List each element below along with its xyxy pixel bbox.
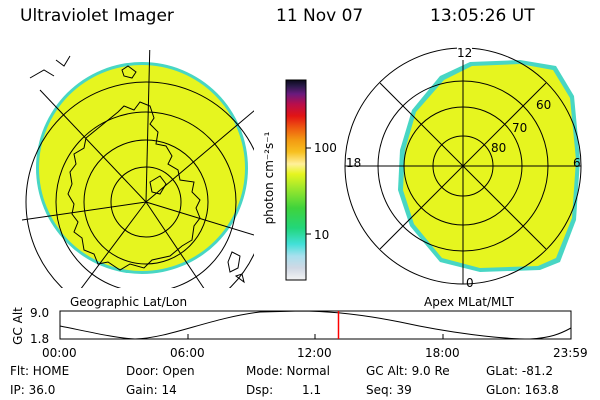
coast-fragment <box>29 55 71 79</box>
timeline-xticks <box>187 334 444 339</box>
door-status: Door: Open <box>126 364 195 378</box>
geographic-panel-label: Geographic Lat/Lon <box>70 295 188 309</box>
mlt-label-left: 18 <box>346 156 362 170</box>
time-label: 13:05:26 UT <box>430 6 535 26</box>
colorbar-unit-label: photon cm⁻²s⁻¹ <box>262 131 276 225</box>
timeline-xtick-2: 12:00 <box>297 346 332 360</box>
island-outline <box>121 65 137 79</box>
colorbar <box>285 79 311 281</box>
dsp-label: Dsp: <box>246 383 274 397</box>
mlat-label-60: 60 <box>536 98 552 112</box>
gain-value: Gain: 14 <box>126 383 177 397</box>
instrument-title: Ultraviolet Imager <box>20 6 174 26</box>
timeline-ytick-top: 9.0 <box>30 306 50 320</box>
geographic-longitude: GLon: 163.8 <box>486 383 559 397</box>
flight-status: Flt: HOME <box>10 364 70 378</box>
date-label: 11 Nov 07 <box>276 6 364 26</box>
timeline-xtick-4: 23:59 <box>553 346 588 360</box>
ip-value: IP: 36.0 <box>10 383 56 397</box>
mlt-label-top: 12 <box>457 46 473 60</box>
magnetic-image <box>344 47 582 285</box>
mlt-label-right: 6 <box>573 156 581 170</box>
orbit-altitude-curve <box>59 310 572 340</box>
colorbar-scale <box>285 79 307 281</box>
timeline-xtick-1: 06:00 <box>170 346 205 360</box>
timeline-xtick-3: 18:00 <box>425 346 460 360</box>
timeline-ylabel: GC Alt <box>11 307 25 345</box>
magnetic-panel-label: Apex MLat/MLT <box>424 295 514 309</box>
geo-image-fill <box>39 65 245 271</box>
land-fragment <box>227 251 245 284</box>
mlat-label-80: 80 <box>491 141 507 155</box>
timeline-xtick-0: 00:00 <box>42 346 77 360</box>
gc-altitude: GC Alt: 9.0 Re <box>366 364 450 378</box>
mode-status: Mode: Normal <box>246 364 330 378</box>
mlt-lines <box>345 48 581 284</box>
continent-outline <box>67 101 201 271</box>
dsp-value: 1.1 <box>302 383 322 397</box>
geo-lat-circles <box>25 81 254 288</box>
timeline-ytick-bottom: 1.8 <box>30 332 50 346</box>
geographic-image <box>22 50 254 288</box>
colorbar-label-10: 10 <box>314 228 330 242</box>
geographic-latitude: GLat: -81.2 <box>486 364 553 378</box>
sequence-number: Seq: 39 <box>366 383 412 397</box>
mlat-label-70: 70 <box>512 121 528 135</box>
timeline-plot <box>59 310 572 340</box>
mlt-label-bottom: 0 <box>466 276 474 290</box>
ice-shelf-outline <box>149 175 167 195</box>
colorbar-label-100: 100 <box>314 141 337 155</box>
